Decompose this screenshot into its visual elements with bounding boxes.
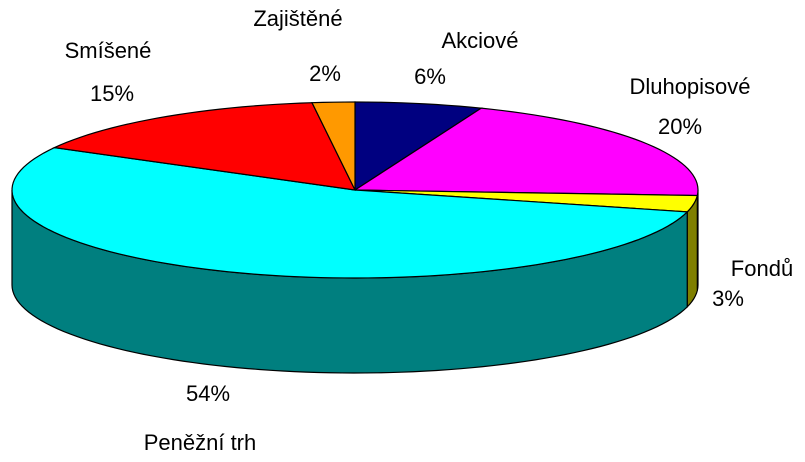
- slice: [353, 107, 699, 197]
- category-label: Akciové: [441, 28, 518, 53]
- value-label: 3%: [712, 286, 744, 311]
- value-label: 20%: [658, 114, 702, 139]
- category-label: Dluhopisové: [629, 74, 750, 99]
- slice: [52, 102, 357, 191]
- category-label: Peněžní trh: [144, 430, 257, 455]
- value-label: 54%: [186, 381, 230, 406]
- value-label: 15%: [90, 81, 134, 106]
- slice-side: [686, 195, 698, 309]
- slice: [11, 146, 689, 279]
- slice: [354, 101, 484, 192]
- value-label: 6%: [414, 64, 446, 89]
- value-label: 2%: [309, 61, 341, 86]
- category-label: Fondů: [731, 256, 793, 281]
- category-label: Smíšené: [65, 38, 152, 63]
- category-label: Zajištěné: [253, 6, 342, 31]
- slice: [311, 101, 356, 191]
